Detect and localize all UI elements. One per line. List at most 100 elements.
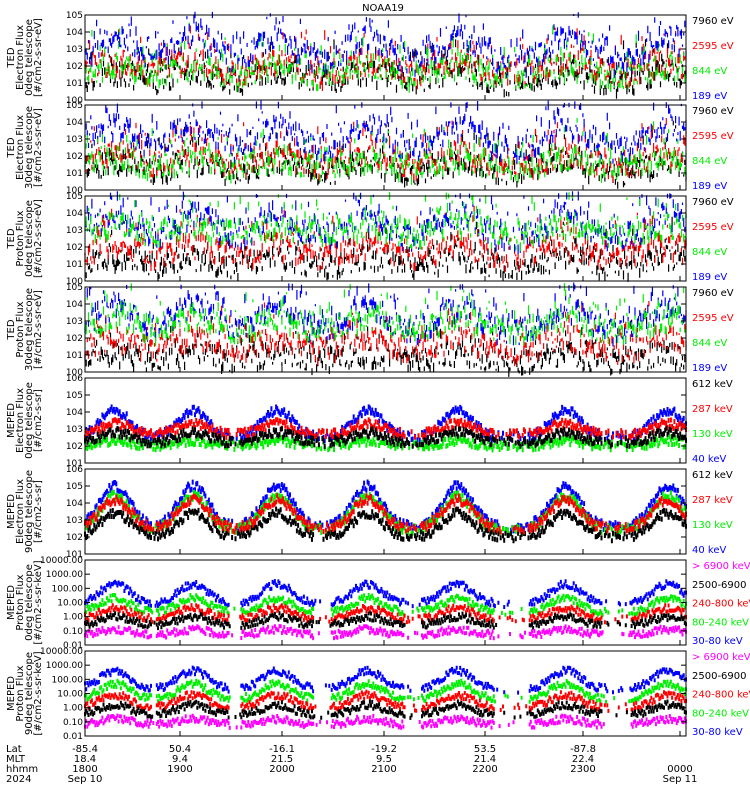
y-tick-label: 0.10 (63, 627, 83, 637)
x-tick-label: -87.8 (570, 744, 596, 755)
y-tick-label: 102 (66, 152, 83, 162)
x-tick-label: 2300 (570, 764, 595, 775)
y-tick-label: 1000.00 (46, 570, 83, 580)
y-axis-label: Proton Flux (15, 665, 26, 721)
y-axis-label: 0deg telescope (24, 382, 35, 459)
y-tick-label: 0.10 (63, 718, 83, 728)
y-tick-label: 100 (66, 368, 83, 378)
legend-entry: 7960 eV (692, 106, 734, 117)
y-tick-label: 106 (66, 374, 83, 384)
x-tick-label: 0000 (667, 764, 692, 775)
x-tick-label: 1800 (72, 764, 97, 775)
legend-entry: 287 keV (692, 404, 733, 415)
legend-entry: 130 keV (692, 520, 733, 531)
y-axis-label: 30deg telescope (24, 288, 35, 371)
y-tick-label: 103 (66, 317, 83, 327)
y-tick-label: 100.00 (52, 675, 84, 685)
y-tick-label: 100 (66, 186, 83, 196)
y-tick-label: 102 (66, 442, 83, 452)
y-axis-label: Electron Flux (15, 25, 26, 90)
legend-entry: 2500-6900 (692, 671, 747, 682)
panel-frame (84, 377, 687, 464)
x-tick-label: 50.4 (169, 744, 191, 755)
legend-entry: 2595 eV (692, 222, 734, 233)
y-tick-label: 1.00 (63, 704, 83, 714)
legend-entry: 844 eV (692, 156, 727, 167)
legend-entry: 2595 eV (692, 41, 734, 52)
y-axis-label: TED (6, 137, 17, 158)
legend-entry: 2500-6900 (692, 580, 747, 591)
legend-entry: 130 keV (692, 429, 733, 440)
x-tick-label: 18.4 (74, 754, 96, 765)
y-axis-label: Electron Flux (15, 388, 26, 453)
series-2595-ev (84, 301, 687, 367)
y-tick-label: 103 (66, 226, 83, 236)
y-tick-label: 106 (66, 465, 83, 475)
y-axis-label: [#/cm2-s-sr-keV] (33, 560, 44, 644)
y-tick-label: 100 (66, 96, 83, 106)
y-tick-label: 0.01 (63, 732, 83, 742)
y-tick-label: 10000.00 (40, 647, 83, 657)
series-marks (84, 713, 687, 730)
x-tick-label: -19.2 (371, 744, 397, 755)
y-tick-label: 1000.00 (46, 661, 83, 671)
x-tick-label: Sep 10 (68, 774, 103, 785)
y-tick-label: 1.00 (63, 613, 83, 623)
series-marks (84, 25, 687, 91)
y-tick-label: 101 (66, 169, 83, 179)
y-tick-label: 103 (66, 135, 83, 145)
legend-entry: 2595 eV (692, 131, 734, 142)
legend-entry: 612 keV (692, 470, 733, 481)
legend-entry: 240-800 keV (692, 599, 750, 610)
y-tick-label: 105 (66, 192, 83, 202)
y-axis-label: 0deg telescope (24, 564, 35, 641)
y-axis-label: [#/cm2-s-sr-eV] (33, 290, 44, 369)
x-tick-label: 21.4 (474, 754, 496, 765)
legend-entry: 844 eV (692, 338, 727, 349)
x-tick-label: 2000 (269, 764, 294, 775)
y-axis-label: [#/cm2-s-sr-eV] (33, 108, 44, 187)
x-tick-label: 53.5 (474, 744, 496, 755)
y-tick-label: 102 (66, 62, 83, 72)
x-tick-label: -16.1 (269, 744, 295, 755)
y-axis-label: MEPED (6, 676, 17, 711)
y-tick-label: 102 (66, 334, 83, 344)
y-axis-label: TED (6, 319, 17, 340)
y-tick-label: 104 (66, 28, 83, 38)
y-axis-label: [#/cm2-s-sr-keV] (33, 651, 44, 735)
y-tick-label: 105 (66, 391, 83, 401)
legend-entry: 30-80 keV (692, 727, 743, 738)
y-tick-label: 101 (66, 79, 83, 89)
legend-entry: > 6900 keV (692, 561, 750, 572)
y-axis-label: Proton Flux (15, 301, 26, 357)
y-tick-label: 101 (66, 260, 83, 270)
legend-entry: 189 eV (692, 272, 727, 283)
x-tick-label: 22.4 (572, 754, 594, 765)
series-2595-ev (84, 25, 687, 91)
y-tick-label: 103 (66, 516, 83, 526)
y-tick-label: 105 (66, 482, 83, 492)
legend-entry: 30-80 keV (692, 636, 743, 647)
y-tick-label: 102 (66, 533, 83, 543)
panel-frame (84, 195, 687, 282)
y-axis-label: Electron Flux (15, 479, 26, 544)
y-axis-label: Proton Flux (15, 574, 26, 630)
legend-entry: 80-240 keV (692, 617, 749, 628)
y-tick-label: 101 (66, 459, 83, 469)
y-tick-label: 105 (66, 283, 83, 293)
series--6900-kev (84, 713, 687, 730)
x-tick-label: 21.5 (271, 754, 293, 765)
y-axis-label: TED (6, 228, 17, 249)
y-axis-label: Proton Flux (15, 210, 26, 266)
x-tick-label: Sep 11 (663, 774, 698, 785)
legend-entry: 240-800 keV (692, 690, 750, 701)
y-tick-label: 104 (66, 209, 83, 219)
y-tick-label: 104 (66, 408, 83, 418)
panel-frame (84, 286, 687, 373)
